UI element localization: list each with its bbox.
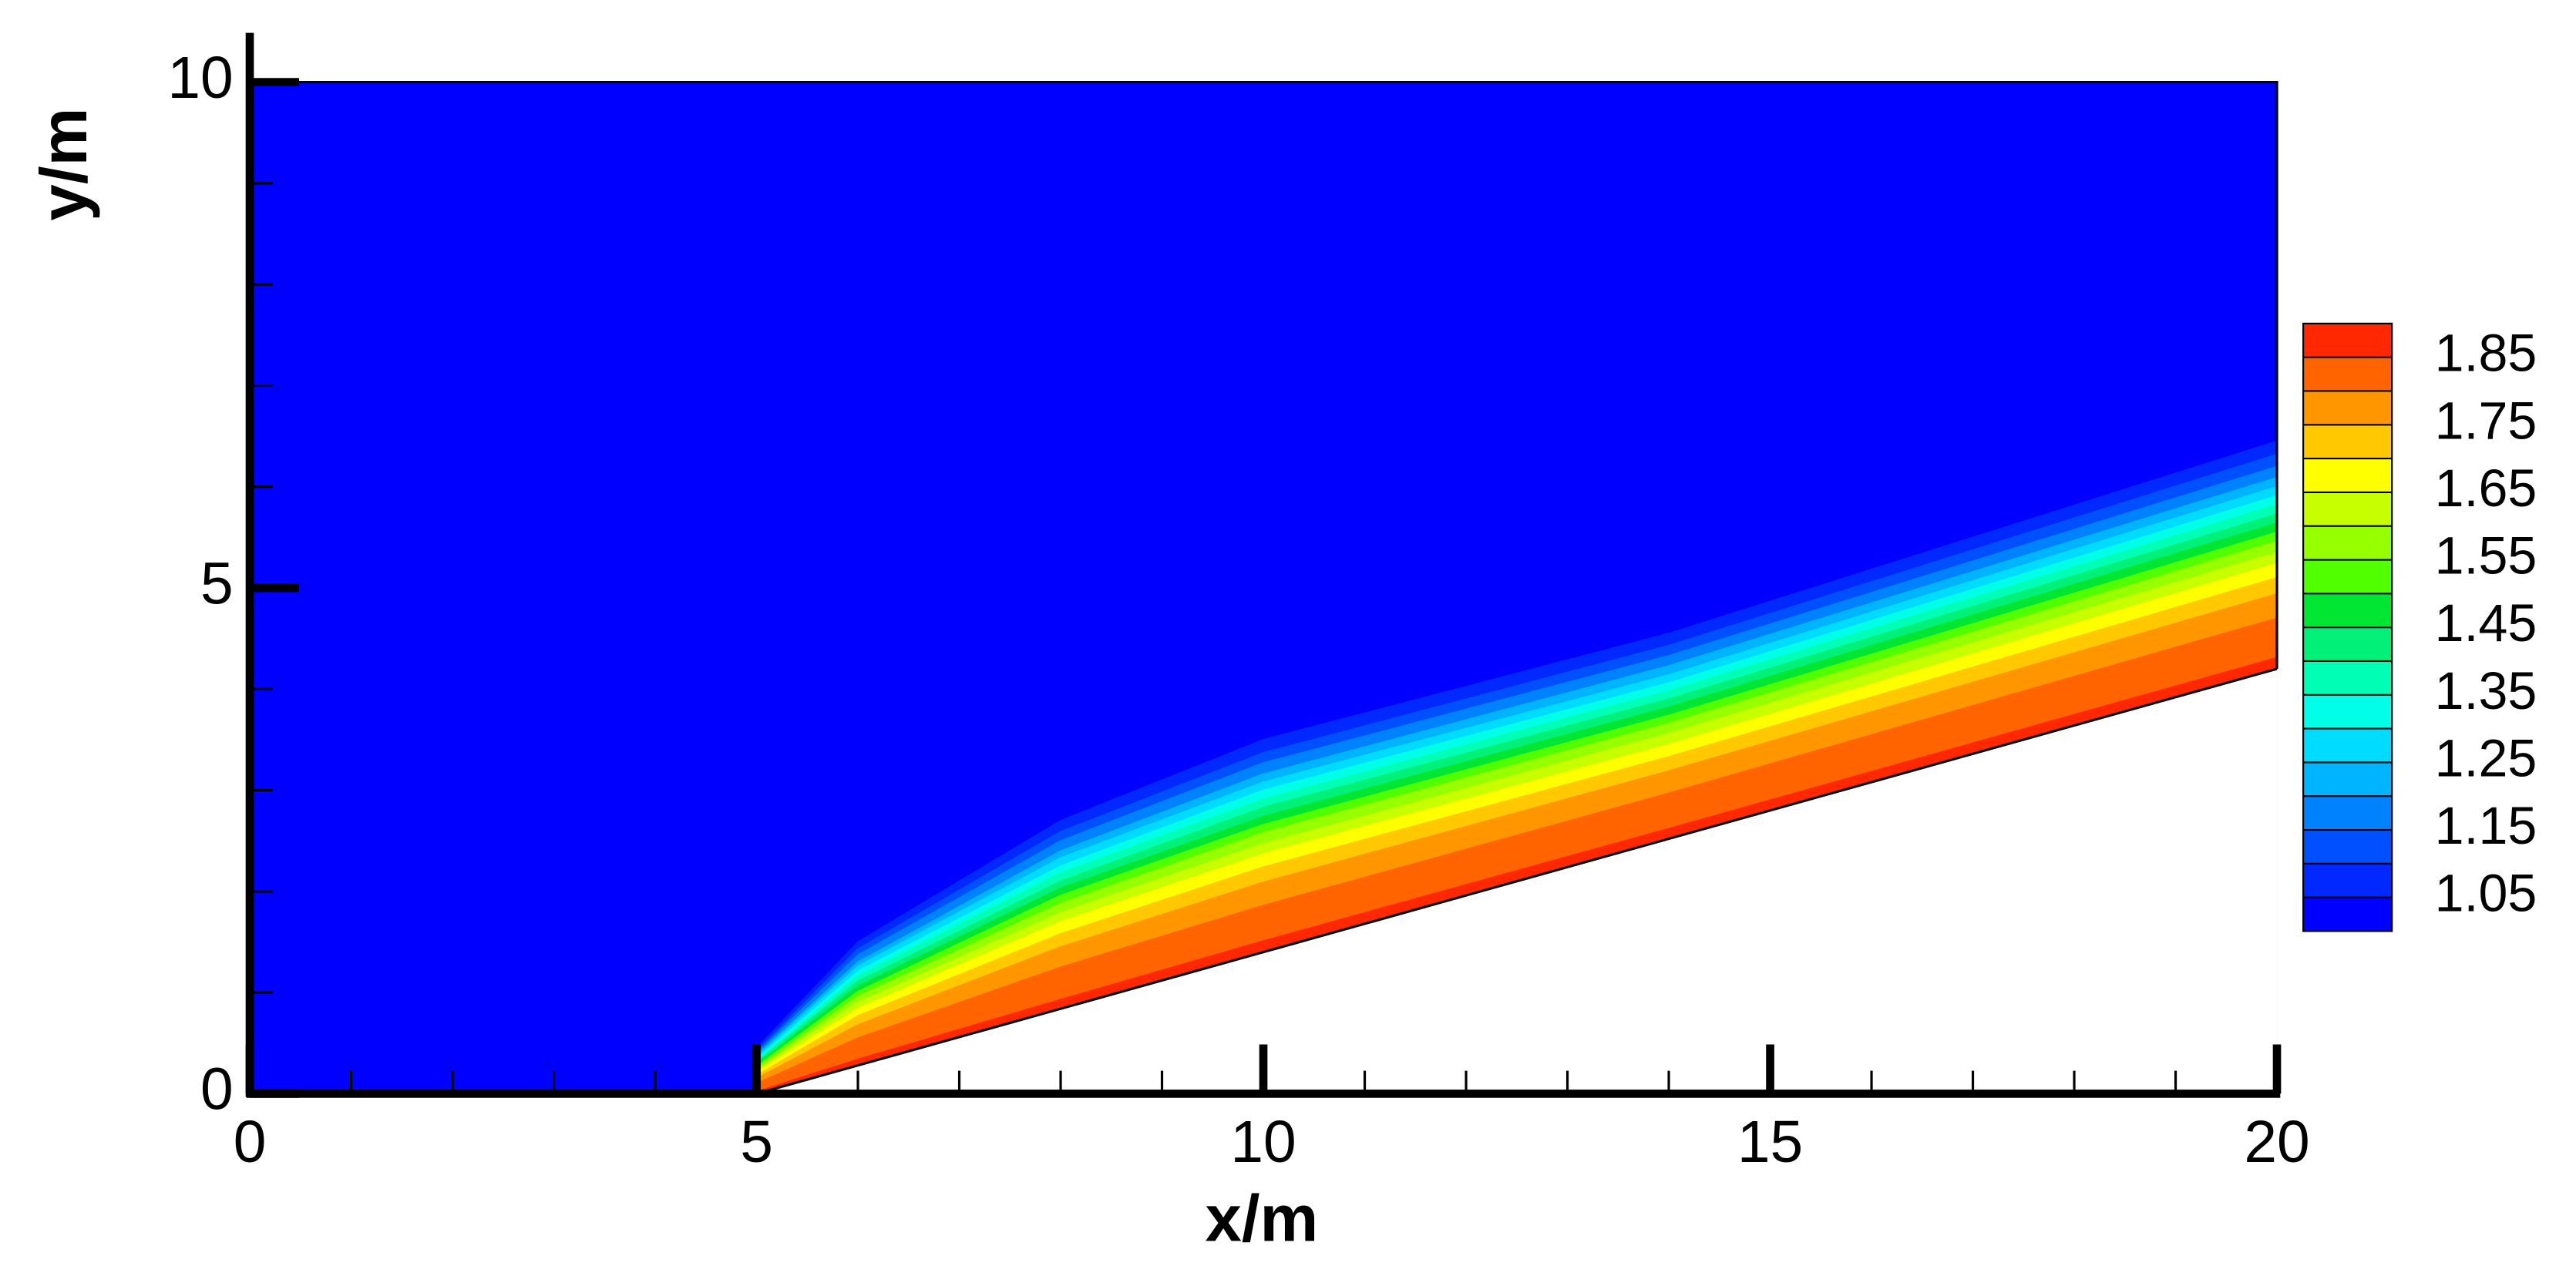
x-tick-label: 5 [740, 1110, 773, 1175]
colorbar-tick-label: 1.55 [2435, 527, 2537, 586]
plot-area [250, 80, 2278, 1097]
colorbar-tick-label: 1.65 [2435, 459, 2537, 518]
colorbar-band [2303, 526, 2393, 560]
colorbar-tick-label: 1.75 [2435, 391, 2537, 450]
isoline [755, 453, 2278, 1052]
colorbar-band [2303, 863, 2393, 898]
isoline [756, 656, 2278, 1093]
wedge-surface [756, 667, 2278, 1095]
axes: 0 5 10 15 20 0 5 10 [167, 32, 2310, 1175]
colorbar-band [2303, 391, 2393, 425]
colorbar-band [2303, 458, 2393, 492]
isoline [756, 531, 2278, 1067]
colorbar-band [2303, 627, 2393, 661]
x-tick-label: 10 [1230, 1110, 1296, 1175]
y-tick-label: 5 [200, 551, 234, 616]
isoline [755, 440, 2278, 1049]
x-axis-label: x/m [1205, 1182, 1318, 1255]
colorbar-band [2303, 425, 2393, 459]
colorbar-band [2303, 593, 2393, 628]
colorbar-tick-label: 1.35 [2435, 662, 2537, 720]
colorbar-tick-label: 1.45 [2435, 594, 2537, 653]
x-tick-label: 20 [2244, 1110, 2309, 1175]
colorbar-tick-label: 1.85 [2435, 324, 2537, 383]
y-tick-label: 0 [200, 1057, 234, 1123]
colorbar-band [2303, 660, 2393, 695]
colorbar-band [2303, 762, 2393, 797]
domain-outline [250, 80, 2278, 670]
colorbar-band [2303, 357, 2393, 391]
colorbar-band [2303, 323, 2393, 358]
x-tick-label: 15 [1737, 1110, 1803, 1175]
isoline [756, 540, 2278, 1069]
colorbar-band [2303, 694, 2393, 729]
colorbar-band [2303, 728, 2393, 763]
colorbar-band [2303, 796, 2393, 831]
isoline [756, 617, 2278, 1085]
colorbar-tick-label: 1.25 [2435, 729, 2537, 787]
isoline [755, 495, 2278, 1060]
colorbar-band [2303, 897, 2393, 932]
colorbar-tick-label: 1.15 [2435, 797, 2537, 855]
x-tick-label: 0 [234, 1110, 267, 1175]
colorbar-band [2303, 830, 2393, 864]
colorbar-band [2303, 559, 2393, 594]
isoline [755, 485, 2278, 1058]
colorbar: 1.05 1.15 1.25 1.35 1.45 1.55 1.65 1.75 1.85 [2302, 322, 2537, 932]
isoline [756, 593, 2278, 1080]
isoline [755, 504, 2278, 1063]
isoline [755, 465, 2278, 1054]
y-tick-label: 10 [167, 45, 233, 111]
isoline [756, 562, 2278, 1073]
colorbar-band [2303, 492, 2393, 526]
isoline [756, 513, 2278, 1063]
isoline [756, 577, 2278, 1076]
isoline [756, 552, 2278, 1071]
colorbar-frame [2302, 322, 2393, 932]
y-axis-label: y/m [28, 108, 101, 221]
isoline [756, 522, 2278, 1066]
isoline [755, 477, 2278, 1056]
colorbar-tick-label: 1.05 [2435, 865, 2537, 923]
